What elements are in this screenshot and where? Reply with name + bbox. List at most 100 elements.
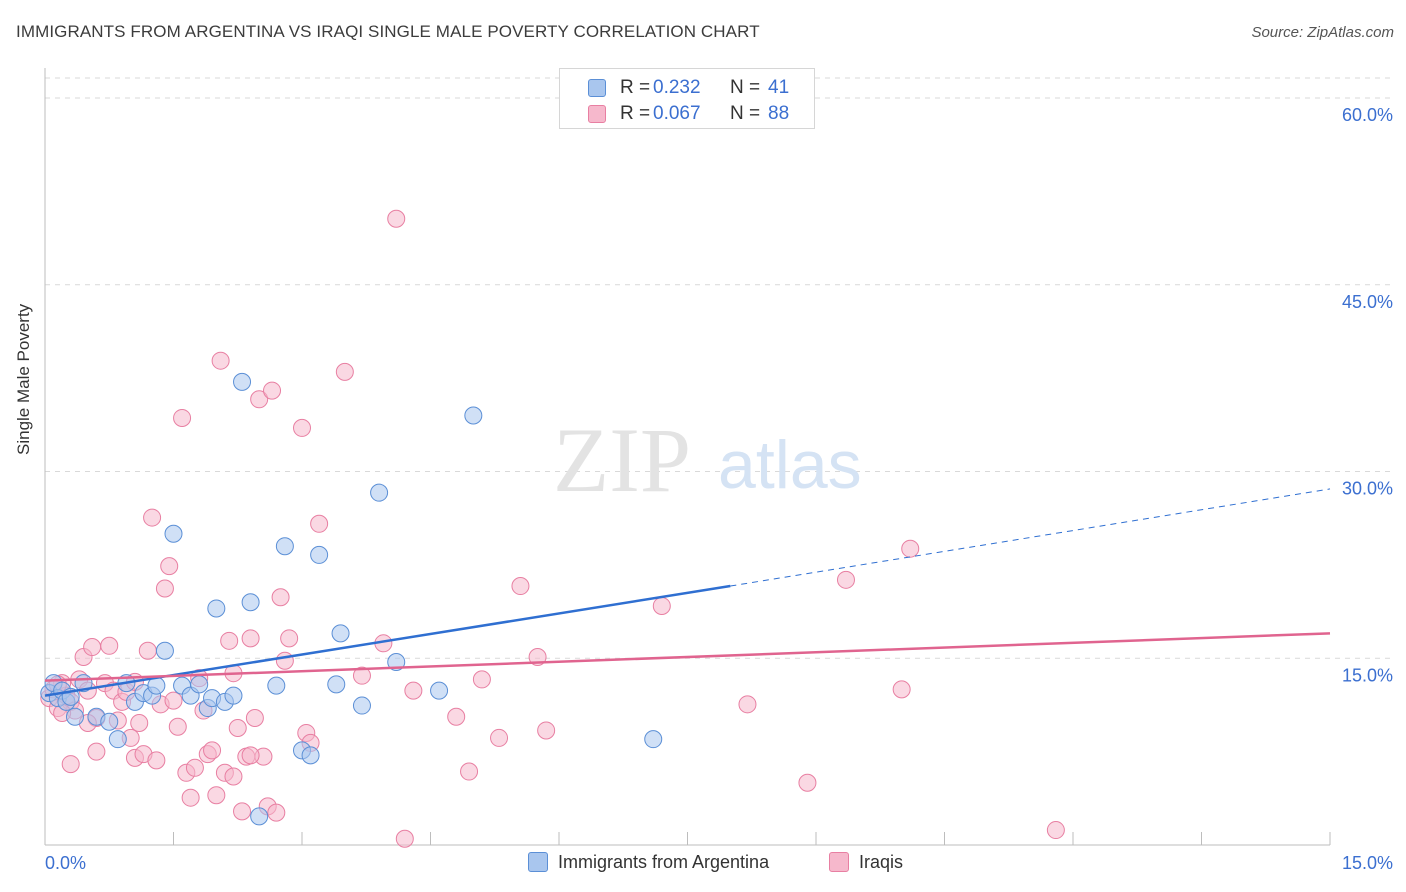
iraqis-point [310,514,329,533]
watermark-atlas: atlas [718,427,862,503]
n-value: 41 [768,77,790,98]
argentina-point [241,593,260,612]
n-value: 88 [768,103,790,124]
iraqis-point [352,666,371,685]
iraqis-point [228,718,247,737]
iraqis-point [1046,821,1065,840]
iraqis-point [185,758,204,777]
iraqis-point [207,786,226,805]
trend-lines [44,488,1331,697]
iraqis-point [250,390,269,409]
iraqis-legend-swatch [829,852,849,872]
iraqis-point [143,508,162,527]
argentina-point [155,641,174,660]
iraqis-point [267,803,286,822]
iraqis-point [460,762,479,781]
grid-lines [45,77,1392,659]
watermark-zip: ZIP [553,409,691,511]
iraqis-point [241,746,260,765]
y-tick-label: 15.0% [1342,665,1393,685]
legend-item-argentina[interactable]: Immigrants from Argentina [528,852,769,873]
iraqis-trend-line [44,632,1331,682]
argentina-point [250,807,269,826]
iraqis-point [901,539,920,558]
iraqis-point [203,741,222,760]
argentina-point [190,675,209,694]
n-label: N = [730,103,761,124]
r-label: R = [620,77,651,98]
iraqis-point [87,742,106,761]
argentina-point [224,686,243,705]
iraqis-point [395,829,414,848]
argentina-point [207,599,226,618]
iraqis-point [263,381,282,400]
iraqis-point [490,728,509,747]
iraqis-point [280,629,299,648]
iraqis-point [138,641,157,660]
source-label: Source: ZipAtlas.com [1251,24,1394,41]
argentina-point [233,372,252,391]
argentina-swatch [588,79,606,97]
watermark: ZIP atlas [553,409,862,511]
argentina-point [275,537,294,556]
r-label: R = [620,103,651,124]
argentina-point [370,483,389,502]
argentina-trend-extension [730,488,1331,587]
argentina-point [267,676,286,695]
iraqis-point [241,629,260,648]
iraqis-point [892,680,911,699]
iraqis-point [738,695,757,714]
iraqis-point [652,596,671,615]
argentina-point [310,545,329,564]
y-tick-label: 60.0% [1342,105,1393,125]
iraqis-point [155,579,174,598]
iraqis-point [271,588,290,607]
argentina-point [164,524,183,543]
argentina-point [108,730,127,749]
iraqis-point [147,751,166,770]
iraqis-point [220,631,239,650]
legend-item-iraqis[interactable]: Iraqis [829,852,903,873]
argentina-point [65,707,84,726]
argentina-point [430,681,449,700]
iraqis-point [233,802,252,821]
iraqis-point [836,570,855,589]
argentina-point [352,696,371,715]
x-tick-label: 15.0% [1342,853,1393,873]
n-label: N = [730,77,761,98]
argentina-point [464,406,483,425]
iraqis-point [245,709,264,728]
argentina-point [327,675,346,694]
argentina-point [331,624,350,643]
iraqis-point [164,691,183,710]
iraqis-point [173,408,192,427]
iraqis-point [168,717,187,736]
iraqis-points [40,209,1065,848]
axes [44,68,1331,846]
legend-label: Immigrants from Argentina [558,852,770,872]
argentina-point [301,746,320,765]
y-tick-label: 45.0% [1342,292,1393,312]
iraqis-point [83,638,102,657]
r-value: 0.232 [653,77,701,98]
iraqis-point [293,418,311,437]
y-tick-label: 30.0% [1342,479,1393,499]
argentina-point [100,712,119,731]
iraqis-point [798,773,817,792]
r-value: 0.067 [653,103,701,124]
argentina-point [387,652,406,671]
argentina-legend-swatch [528,852,548,872]
iraqis-point [224,767,243,786]
stats-legend: R = 0.232 N = 41 R = 0.067 N = 88 [559,68,815,129]
iraqis-point [511,577,530,596]
iraqis-point [181,788,200,807]
iraqis-point [61,755,80,774]
iraqis-point [100,636,119,655]
tick-labels: 15.0% 30.0% 45.0% 60.0% 0.0% 15.0% [45,105,1393,873]
iraqis-point [211,351,230,370]
x-tick-label: 0.0% [45,853,86,873]
argentina-point [644,730,663,749]
iraqis-point [404,681,423,700]
legend-label: Iraqis [859,852,904,872]
